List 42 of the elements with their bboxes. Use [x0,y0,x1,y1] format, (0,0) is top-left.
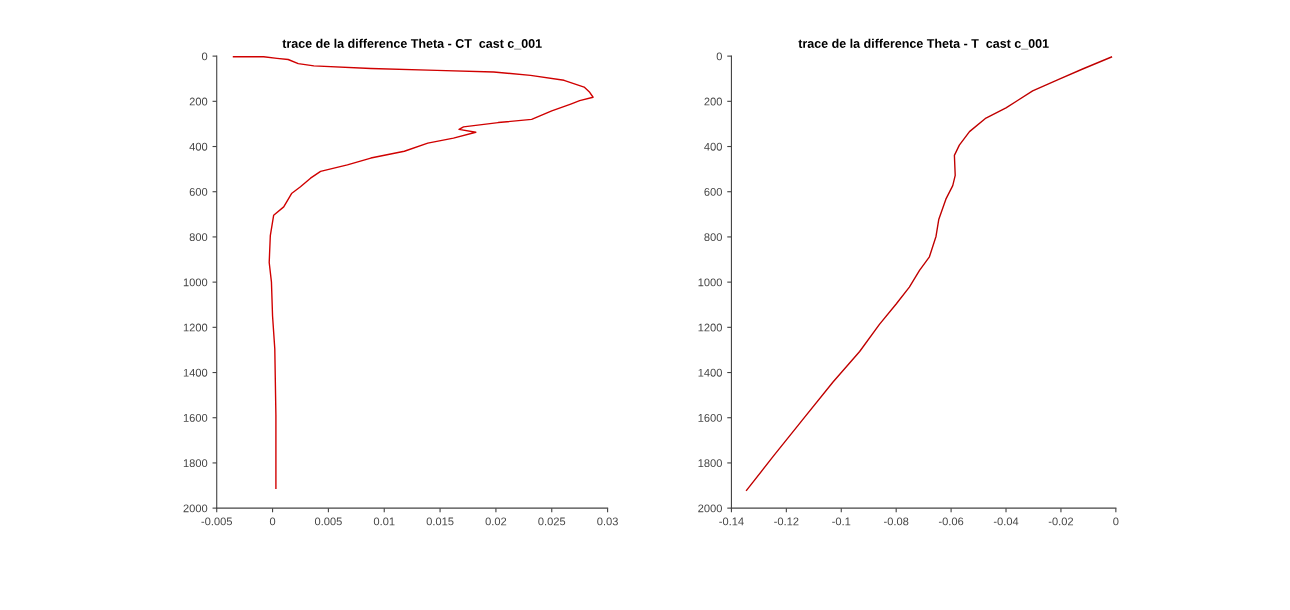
y-tick-label: 1000 [698,278,722,287]
chart-title: trace de la difference Theta - T cast c_001 [798,38,1049,50]
x-tick-label: -0.04 [993,517,1019,526]
x-tick-label: -0.06 [938,517,964,526]
y-tick-label: 800 [189,233,208,242]
x-tick-label: -0.12 [774,517,799,526]
x-tick-label: -0.1 [832,517,851,526]
x-tick-label: 0.025 [538,517,566,526]
y-tick-label: 200 [704,97,722,106]
y-tick-label: 1200 [183,323,208,332]
x-tick-label: 0.005 [314,517,342,526]
x-tick-label: 0.015 [426,517,454,526]
x-tick-label: 0 [1113,517,1119,526]
y-tick-label: 2000 [698,504,722,513]
x-tick-label: -0.14 [719,517,744,526]
x-tick-label: 0.03 [597,517,618,526]
y-tick-label: 0 [201,52,208,61]
line-series [745,56,1113,491]
y-tick-label: 1600 [183,414,208,422]
y-tick-label: 800 [704,233,722,242]
y-tick-label: 1800 [183,459,208,468]
x-tick-label: 0 [269,517,276,526]
line-series [232,56,594,489]
y-tick-label: 600 [189,187,208,196]
x-tick-label: 0.02 [485,517,507,526]
y-tick-label: 600 [704,187,722,196]
y-tick-label: 400 [704,142,722,151]
x-tick-label: -0.005 [201,517,233,526]
y-tick-label: 200 [189,97,208,106]
y-tick-label: 1400 [183,368,208,377]
y-tick-label: 1200 [698,323,722,332]
x-tick-label: -0.02 [1048,517,1074,526]
x-tick-label: 0.01 [373,517,395,526]
y-tick-label: 1600 [698,414,722,422]
chart-title: trace de la difference Theta - CT cast c_001 [282,38,542,50]
y-tick-label: 0 [716,52,722,61]
y-tick-label: 1400 [698,368,722,377]
y-tick-label: 1800 [698,459,722,468]
x-tick-label: -0.08 [884,517,909,526]
y-tick-label: 2000 [183,504,208,513]
y-tick-label: 400 [189,142,208,151]
y-tick-label: 1000 [183,278,208,287]
